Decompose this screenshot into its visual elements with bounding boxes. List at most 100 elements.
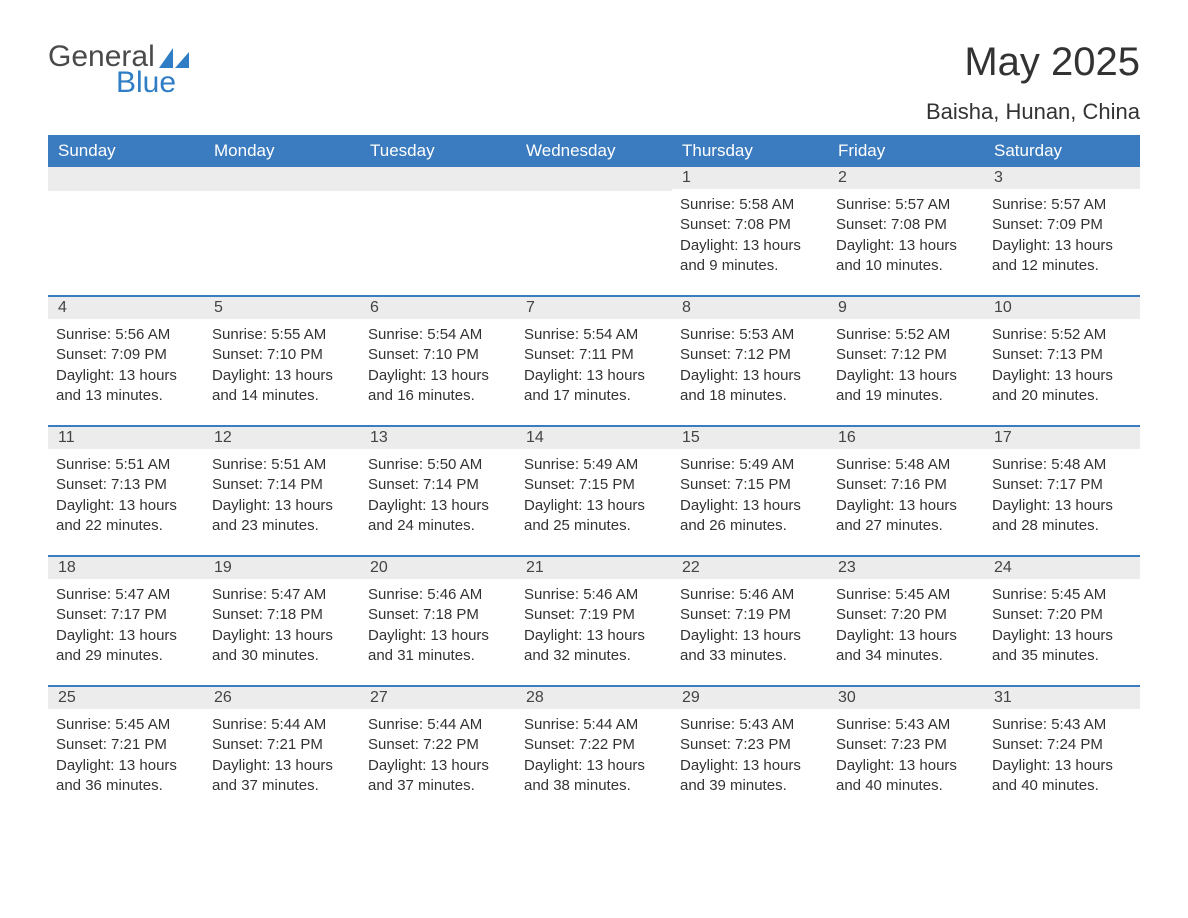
day-number: 4: [48, 297, 204, 319]
sunrise-line: Sunrise: 5:57 AM: [836, 195, 976, 215]
day-cell: 15Sunrise: 5:49 AMSunset: 7:15 PMDayligh…: [672, 427, 828, 555]
week-row: 25Sunrise: 5:45 AMSunset: 7:21 PMDayligh…: [48, 685, 1140, 815]
day-number: 7: [516, 297, 672, 319]
day-header-row: SundayMondayTuesdayWednesdayThursdayFrid…: [48, 135, 1140, 167]
day-cell: 22Sunrise: 5:46 AMSunset: 7:19 PMDayligh…: [672, 557, 828, 685]
sunrise-line: Sunrise: 5:46 AM: [368, 585, 508, 605]
sunrise-line: Sunrise: 5:51 AM: [56, 455, 196, 475]
daylight-line: Daylight: 13 hours and 28 minutes.: [992, 496, 1132, 537]
day-number: [360, 167, 516, 191]
sunrise-line: Sunrise: 5:58 AM: [680, 195, 820, 215]
day-number: [48, 167, 204, 191]
daylight-line: Daylight: 13 hours and 32 minutes.: [524, 626, 664, 667]
sunrise-line: Sunrise: 5:44 AM: [368, 715, 508, 735]
day-number: 22: [672, 557, 828, 579]
logo: General Blue: [48, 40, 189, 100]
daylight-line: Daylight: 13 hours and 37 minutes.: [212, 756, 352, 797]
day-number: 8: [672, 297, 828, 319]
calendar: SundayMondayTuesdayWednesdayThursdayFrid…: [48, 135, 1140, 815]
sunset-line: Sunset: 7:18 PM: [212, 605, 352, 625]
daylight-line: Daylight: 13 hours and 12 minutes.: [992, 236, 1132, 277]
day-cell: 4Sunrise: 5:56 AMSunset: 7:09 PMDaylight…: [48, 297, 204, 425]
day-cell: 28Sunrise: 5:44 AMSunset: 7:22 PMDayligh…: [516, 687, 672, 815]
day-number: 10: [984, 297, 1140, 319]
sunset-line: Sunset: 7:12 PM: [680, 345, 820, 365]
day-number: 18: [48, 557, 204, 579]
day-number: 27: [360, 687, 516, 709]
day-cell: 11Sunrise: 5:51 AMSunset: 7:13 PMDayligh…: [48, 427, 204, 555]
title-block: May 2025 Baisha, Hunan, China: [926, 40, 1140, 125]
sunrise-line: Sunrise: 5:51 AM: [212, 455, 352, 475]
sunrise-line: Sunrise: 5:43 AM: [836, 715, 976, 735]
day-number: 31: [984, 687, 1140, 709]
sunset-line: Sunset: 7:23 PM: [836, 735, 976, 755]
day-number: [204, 167, 360, 191]
day-number: 20: [360, 557, 516, 579]
daylight-line: Daylight: 13 hours and 17 minutes.: [524, 366, 664, 407]
sunset-line: Sunset: 7:19 PM: [680, 605, 820, 625]
sunset-line: Sunset: 7:16 PM: [836, 475, 976, 495]
day-cell: 2Sunrise: 5:57 AMSunset: 7:08 PMDaylight…: [828, 167, 984, 295]
sunrise-line: Sunrise: 5:50 AM: [368, 455, 508, 475]
sunset-line: Sunset: 7:24 PM: [992, 735, 1132, 755]
day-cell: 27 Sunrise: 5:44 AMSunset: 7:22 PMDayligh…: [360, 687, 516, 815]
sunrise-line: Sunrise: 5:57 AM: [992, 195, 1132, 215]
day-number: 14: [516, 427, 672, 449]
sunrise-line: Sunrise: 5:49 AM: [524, 455, 664, 475]
daylight-line: Daylight: 13 hours and 13 minutes.: [56, 366, 196, 407]
day-number: 24: [984, 557, 1140, 579]
day-number: 12: [204, 427, 360, 449]
daylight-line: Daylight: 13 hours and 33 minutes.: [680, 626, 820, 667]
day-cell: 23Sunrise: 5:45 AMSunset: 7:20 PMDayligh…: [828, 557, 984, 685]
day-number: [516, 167, 672, 191]
sunset-line: Sunset: 7:15 PM: [524, 475, 664, 495]
sunrise-line: Sunrise: 5:48 AM: [836, 455, 976, 475]
sunset-line: Sunset: 7:23 PM: [680, 735, 820, 755]
sunset-line: Sunset: 7:22 PM: [368, 735, 508, 755]
sunrise-line: Sunrise: 5:46 AM: [524, 585, 664, 605]
daylight-line: Daylight: 13 hours and 26 minutes.: [680, 496, 820, 537]
daylight-line: Daylight: 13 hours and 20 minutes.: [992, 366, 1132, 407]
daylight-line: Daylight: 13 hours and 10 minutes.: [836, 236, 976, 277]
sunrise-line: Sunrise: 5:54 AM: [524, 325, 664, 345]
day-cell: 29Sunrise: 5:43 AMSunset: 7:23 PMDayligh…: [672, 687, 828, 815]
day-cell: 1Sunrise: 5:58 AMSunset: 7:08 PMDaylight…: [672, 167, 828, 295]
sunrise-line: Sunrise: 5:47 AM: [212, 585, 352, 605]
daylight-line: Daylight: 13 hours and 40 minutes.: [836, 756, 976, 797]
daylight-line: Daylight: 13 hours and 9 minutes.: [680, 236, 820, 277]
sunset-line: Sunset: 7:13 PM: [56, 475, 196, 495]
day-header-cell: Wednesday: [516, 135, 672, 167]
day-cell: 25Sunrise: 5:45 AMSunset: 7:21 PMDayligh…: [48, 687, 204, 815]
sunset-line: Sunset: 7:09 PM: [992, 215, 1132, 235]
week-row: 18Sunrise: 5:47 AMSunset: 7:17 PMDayligh…: [48, 555, 1140, 685]
day-cell: 13Sunrise: 5:50 AMSunset: 7:14 PMDayligh…: [360, 427, 516, 555]
day-number: 11: [48, 427, 204, 449]
sunset-line: Sunset: 7:11 PM: [524, 345, 664, 365]
day-number: 16: [828, 427, 984, 449]
daylight-line: Daylight: 13 hours and 37 minutes.: [368, 756, 508, 797]
day-number: 21: [516, 557, 672, 579]
location-text: Baisha, Hunan, China: [926, 99, 1140, 125]
sunrise-line: Sunrise: 5:43 AM: [680, 715, 820, 735]
sunset-line: Sunset: 7:17 PM: [992, 475, 1132, 495]
day-header-cell: Sunday: [48, 135, 204, 167]
sunset-line: Sunset: 7:17 PM: [56, 605, 196, 625]
sunrise-line: Sunrise: 5:44 AM: [212, 715, 352, 735]
day-number: 29: [672, 687, 828, 709]
sunrise-line: Sunrise: 5:52 AM: [992, 325, 1132, 345]
daylight-line: Daylight: 13 hours and 23 minutes.: [212, 496, 352, 537]
sunset-line: Sunset: 7:22 PM: [524, 735, 664, 755]
sunset-line: Sunset: 7:19 PM: [524, 605, 664, 625]
day-cell: 9Sunrise: 5:52 AMSunset: 7:12 PMDaylight…: [828, 297, 984, 425]
sunset-line: Sunset: 7:10 PM: [368, 345, 508, 365]
day-cell: 24Sunrise: 5:45 AMSunset: 7:20 PMDayligh…: [984, 557, 1140, 685]
day-cell: 5Sunrise: 5:55 AMSunset: 7:10 PMDaylight…: [204, 297, 360, 425]
sunrise-line: Sunrise: 5:47 AM: [56, 585, 196, 605]
day-cell: [48, 167, 204, 295]
sunset-line: Sunset: 7:20 PM: [836, 605, 976, 625]
sunrise-line: Sunrise: 5:53 AM: [680, 325, 820, 345]
daylight-line: Daylight: 13 hours and 16 minutes.: [368, 366, 508, 407]
daylight-line: Daylight: 13 hours and 34 minutes.: [836, 626, 976, 667]
day-cell: 26Sunrise: 5:44 AMSunset: 7:21 PMDayligh…: [204, 687, 360, 815]
sunset-line: Sunset: 7:09 PM: [56, 345, 196, 365]
